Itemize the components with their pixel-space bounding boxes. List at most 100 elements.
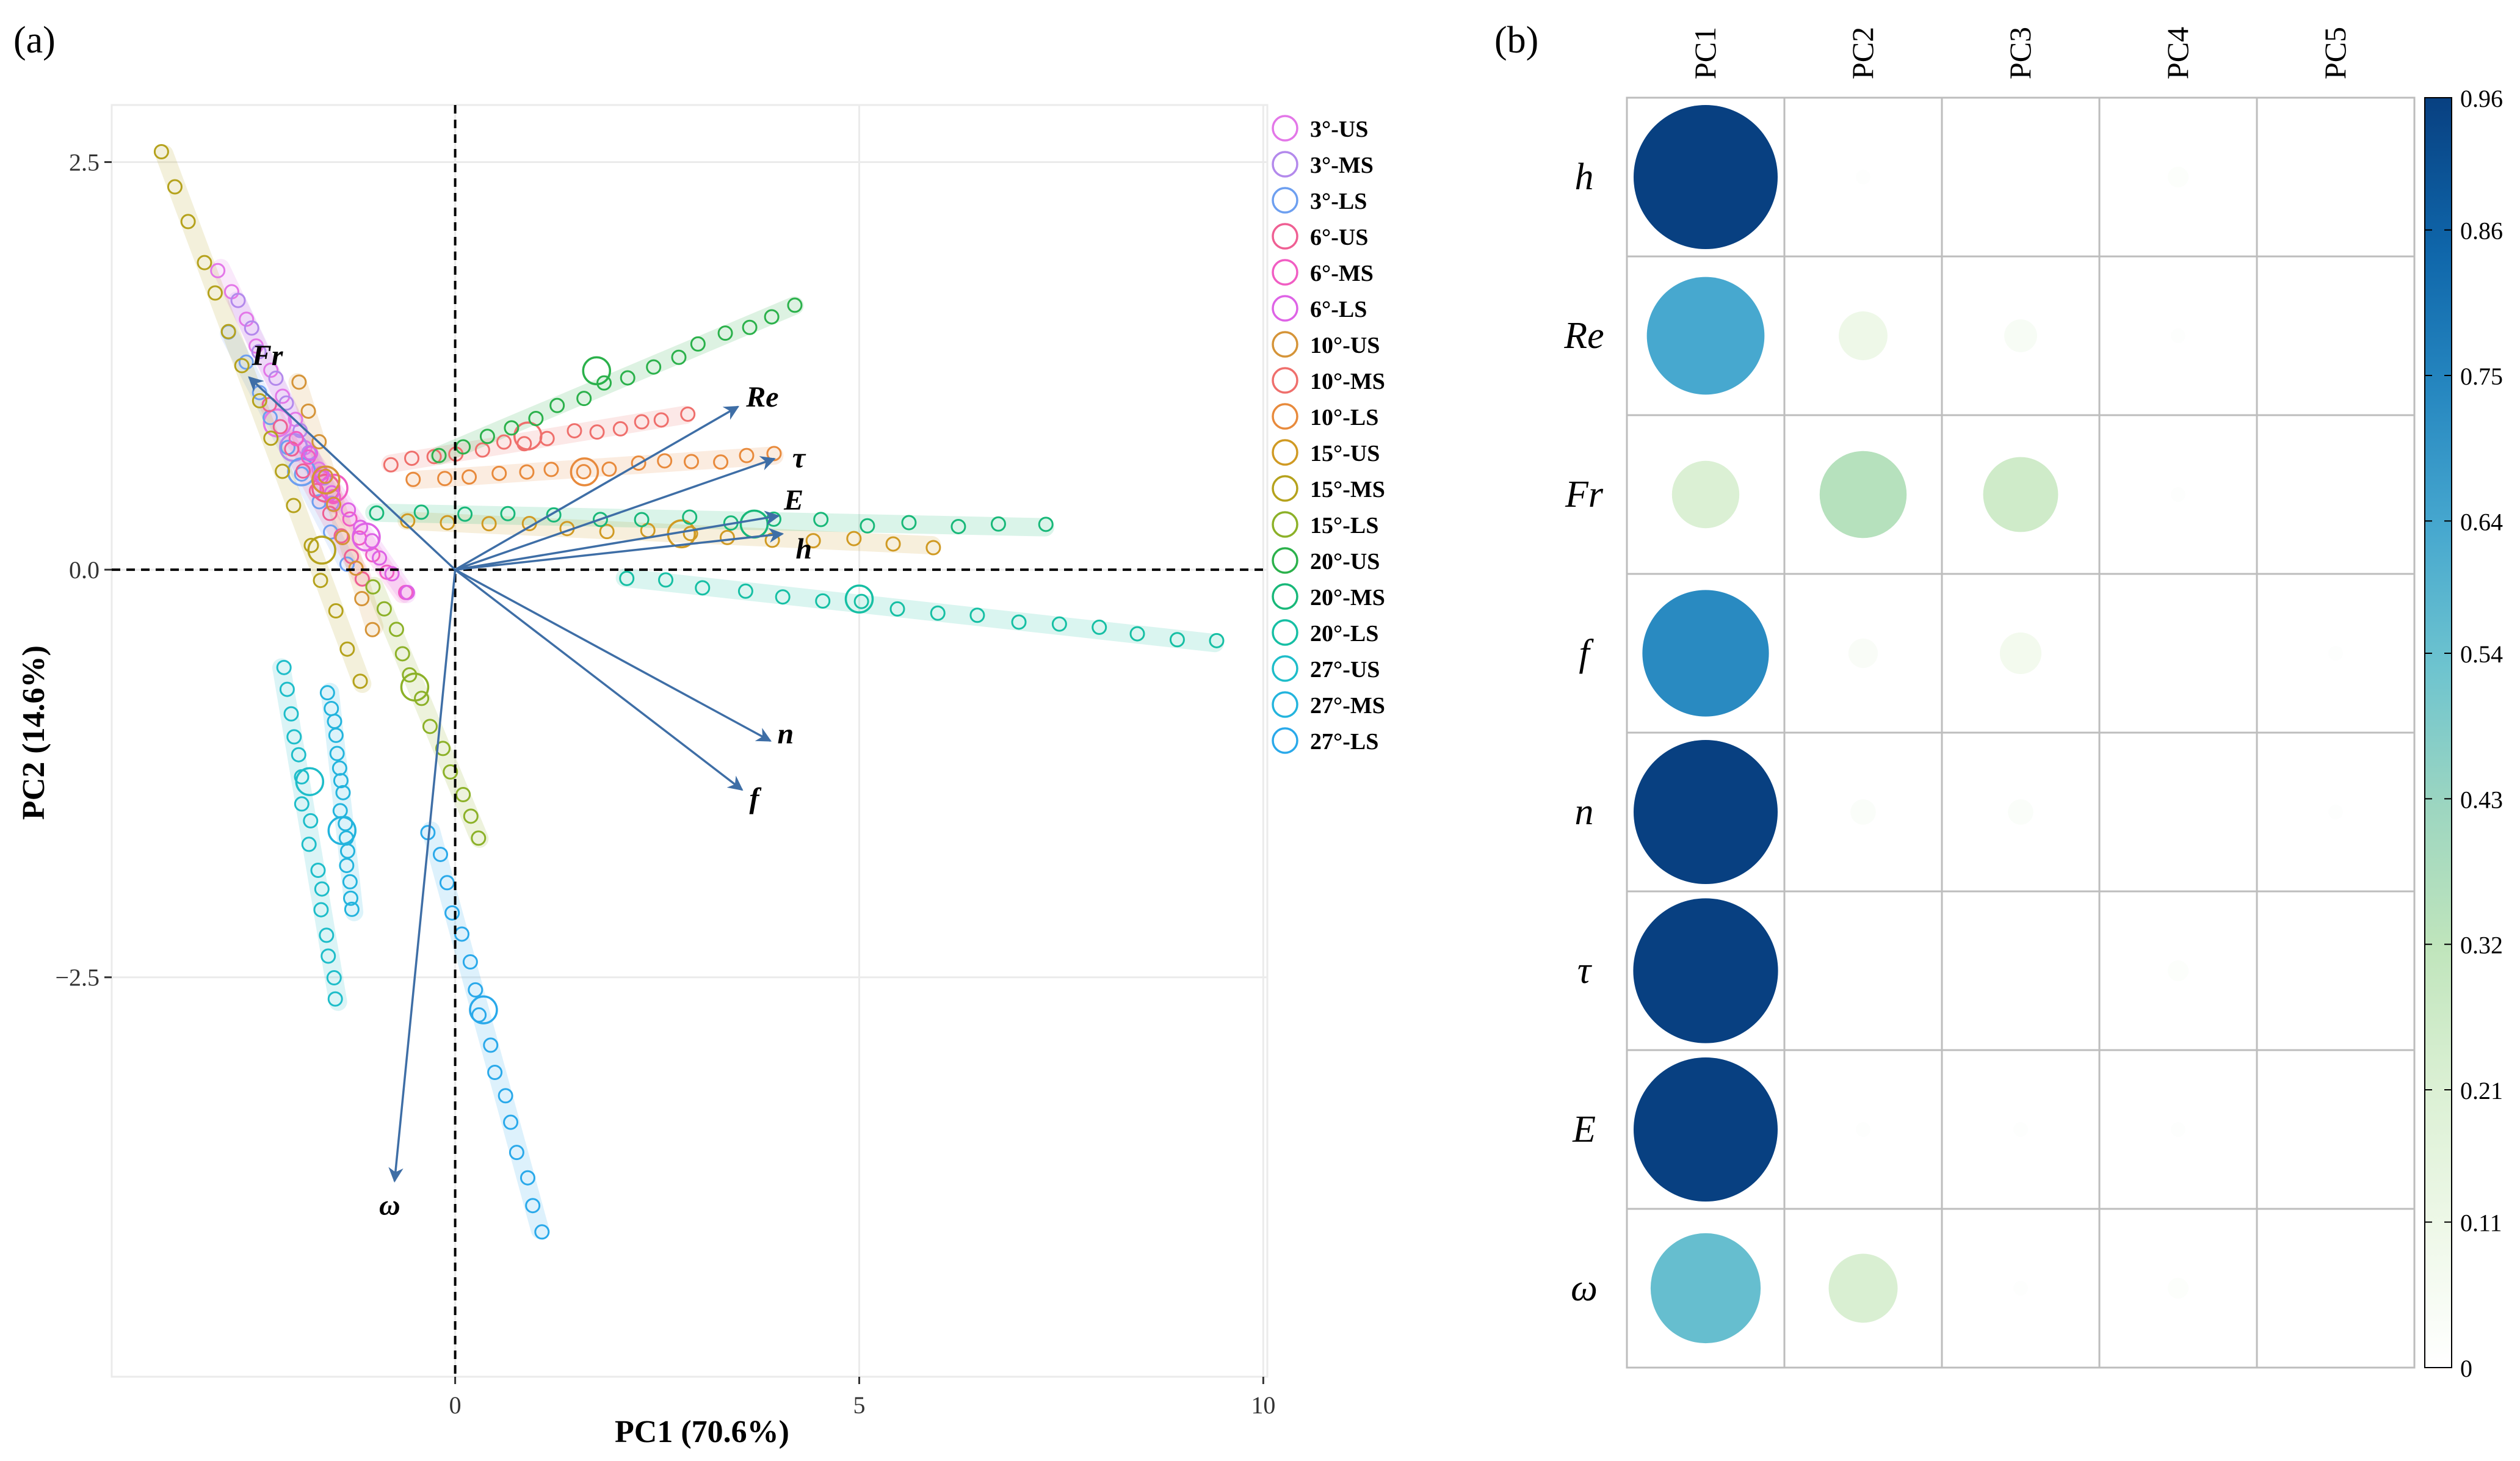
point-20°-LS xyxy=(1092,619,1107,635)
legend-key-3°-MS xyxy=(1272,151,1298,178)
point-3°-LS xyxy=(238,354,254,370)
cell-Re-PC2 xyxy=(1839,311,1888,360)
legend-key-10°-LS xyxy=(1272,403,1298,430)
x-tick-label: 5 xyxy=(853,1391,865,1419)
column-label-PC3: PC3 xyxy=(2003,27,2037,79)
point-10°-LS xyxy=(631,455,646,471)
x-tick-label: 10 xyxy=(1251,1391,1275,1419)
point-6°-US xyxy=(261,397,277,413)
point-20°-MS xyxy=(413,504,429,520)
legend-key-20°-US xyxy=(1272,547,1298,574)
point-20°-MS xyxy=(592,512,608,527)
point-15°-US xyxy=(885,536,901,552)
point-3°-US xyxy=(210,263,226,278)
cell-Fr-PC3 xyxy=(1983,457,2058,532)
point-20°-MS xyxy=(990,516,1006,532)
point-10°-US xyxy=(317,468,333,484)
band-20°-MS xyxy=(365,503,1054,537)
legend-label-27°-LS: 27°-LS xyxy=(1310,729,1378,755)
point-27°-US xyxy=(291,747,306,763)
point-15°-US xyxy=(805,533,821,549)
loading-label-Fr: Fr xyxy=(252,339,284,372)
legend-key-3°-US xyxy=(1272,115,1298,142)
loading-label-ω: ω xyxy=(379,1189,400,1222)
point-15°-US xyxy=(719,529,735,545)
cell-ω-PC2 xyxy=(1828,1253,1898,1323)
point-10°-US xyxy=(354,590,370,606)
point-6°-US xyxy=(295,463,311,479)
x-axis-label: PC1 (70.6%) xyxy=(615,1415,789,1449)
cell-τ-PC3 xyxy=(2019,969,2022,973)
point-15°-MS xyxy=(234,358,250,374)
loading-arrow-Re xyxy=(454,405,740,571)
point-27°-MS xyxy=(333,773,349,789)
plot-area xyxy=(110,104,1269,1378)
point-27°-LS xyxy=(503,1114,519,1130)
point-10°-MS xyxy=(474,442,490,458)
cell-Fr-PC5 xyxy=(2334,493,2337,496)
cell-n-PC4 xyxy=(2176,810,2180,814)
point-20°-MS xyxy=(901,515,917,531)
point-15°-LS xyxy=(365,579,381,595)
cell-E-PC5 xyxy=(2334,1128,2337,1131)
colorbar-tick-label: 0.54 xyxy=(2460,640,2503,668)
point-3°-MS xyxy=(230,292,246,308)
cell-E-PC3 xyxy=(2013,1122,2029,1137)
point-20°-US xyxy=(549,397,565,413)
legend-key-27°-MS xyxy=(1272,691,1298,718)
point-15°-LS xyxy=(388,622,404,637)
loading-label-f: f xyxy=(750,783,762,815)
loading-label-n: n xyxy=(778,718,794,750)
point-10°-LS xyxy=(713,454,729,470)
point-15°-MS xyxy=(328,603,344,619)
point-20°-LS xyxy=(658,572,674,588)
point-20°-LS xyxy=(815,593,831,609)
point-20°-US xyxy=(646,359,662,375)
legend-key-10°-MS xyxy=(1272,367,1298,394)
row-label-h: h xyxy=(1575,156,1594,198)
point-3°-MS xyxy=(251,344,267,360)
colorbar: 0.96 0.86 0.75 0.64 0.54 0.43 0.32 0.21 0.11 0 xyxy=(2424,85,2503,1382)
point-6°-LS xyxy=(353,520,369,535)
point-27°-US xyxy=(279,681,295,697)
point-15°-LS xyxy=(443,764,458,780)
point-27°-LS xyxy=(520,1170,535,1186)
point-10°-MS xyxy=(634,414,650,430)
point-15°-LS xyxy=(394,646,410,662)
cell-τ-PC1 xyxy=(1633,898,1778,1043)
cell-n-PC1 xyxy=(1634,740,1778,884)
centroid-10°-LS xyxy=(570,457,599,487)
cell-h-PC3 xyxy=(2019,175,2022,179)
legend-key-15°-MS xyxy=(1272,475,1298,502)
point-15°-MS xyxy=(197,255,212,270)
point-20°-US xyxy=(671,349,687,365)
point-3°-US xyxy=(263,362,279,378)
centroid-27°-LS xyxy=(469,995,498,1024)
point-27°-US xyxy=(313,902,329,918)
cell-Fr-PC1 xyxy=(1671,460,1740,529)
point-27°-LS xyxy=(433,846,449,862)
cell-n-PC3 xyxy=(2008,799,2033,825)
legend-label-6°-LS: 6°-LS xyxy=(1310,297,1367,322)
point-15°-LS xyxy=(376,601,392,617)
group-points xyxy=(153,143,1225,1240)
point-20°-US xyxy=(455,439,471,455)
cell-h-PC5 xyxy=(2334,175,2337,179)
loading-arrow-f xyxy=(454,568,744,791)
point-20°-MS xyxy=(634,512,650,527)
point-10°-MS xyxy=(680,406,696,422)
point-10°-LS xyxy=(576,464,592,480)
colorbar-tick-label: 0.21 xyxy=(2460,1077,2503,1104)
centroid-10°-MS xyxy=(513,421,543,451)
point-27°-US xyxy=(319,927,335,943)
point-27°-MS xyxy=(344,901,360,917)
point-3°-US xyxy=(239,311,255,327)
cell-f-PC3 xyxy=(1999,632,2042,675)
legend-label-3°-LS: 3°-LS xyxy=(1310,189,1367,214)
loading-arrow-ω xyxy=(388,569,457,1183)
point-6°-LS xyxy=(341,502,357,518)
cell-Re-PC5 xyxy=(2334,334,2337,338)
point-27°-US xyxy=(301,836,317,852)
